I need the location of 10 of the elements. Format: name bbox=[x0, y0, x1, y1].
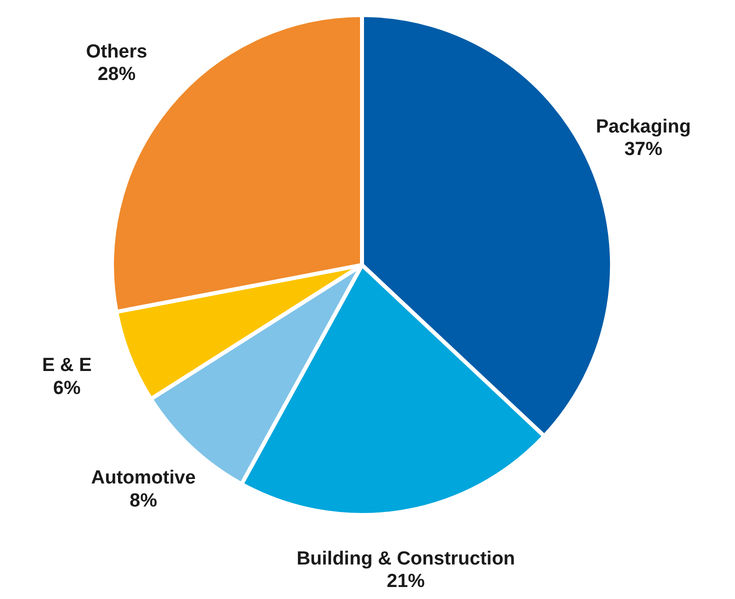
data-label: 37% bbox=[624, 139, 662, 160]
slice-label: Building & Construction bbox=[296, 548, 516, 570]
slice-label: Automotive bbox=[91, 468, 196, 489]
data-label: 6% bbox=[53, 378, 81, 399]
data-label: 28% bbox=[98, 64, 136, 86]
slice-label: E & E bbox=[42, 355, 92, 376]
slice-label: Packaging bbox=[596, 116, 691, 138]
data-label: 8% bbox=[130, 490, 158, 512]
slice-label: Others bbox=[86, 41, 148, 62]
data-label: 21% bbox=[386, 571, 425, 592]
